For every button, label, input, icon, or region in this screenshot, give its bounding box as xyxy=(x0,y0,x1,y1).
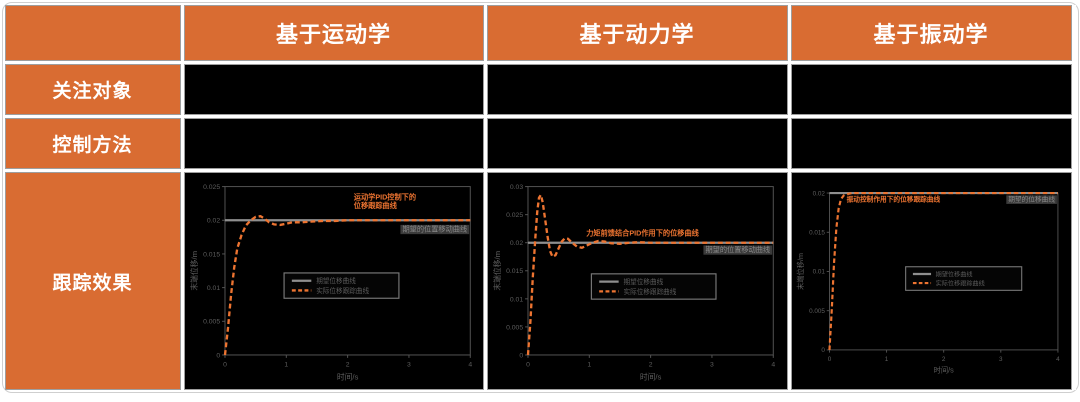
svg-text:3: 3 xyxy=(710,362,714,369)
svg-text:3: 3 xyxy=(999,356,1003,363)
tracking-chart-dynamics: 0 1 2 3 4 0 0.005 0.01 0.015 0.02 0.025 0.03 时间/s 末端位… xyxy=(492,184,776,381)
row-label-control-method: 控制方法 xyxy=(4,118,181,169)
svg-text:0: 0 xyxy=(821,347,825,354)
cell-method-dynamics xyxy=(486,118,788,169)
cell-focus-kinematics xyxy=(183,64,484,115)
svg-text:2: 2 xyxy=(345,362,349,369)
cell-tracking-vibration: 0 1 2 3 4 0 0.005 0.01 0.015 0.02 时间/s 末端位移/m 期望位移曲线… xyxy=(790,172,1072,390)
svg-text:0: 0 xyxy=(216,352,220,359)
svg-text:时间/s: 时间/s xyxy=(934,366,955,375)
svg-text:0.02: 0.02 xyxy=(206,218,219,225)
svg-text:2: 2 xyxy=(942,356,946,363)
svg-text:力矩前馈结合PID作用下的位移曲线: 力矩前馈结合PID作用下的位移曲线 xyxy=(586,228,699,237)
svg-text:0.01: 0.01 xyxy=(206,285,219,292)
cell-method-kinematics xyxy=(183,118,484,169)
svg-text:末端位移/m: 末端位移/m xyxy=(492,251,502,291)
cell-focus-vibration xyxy=(790,64,1072,115)
cell-focus-dynamics xyxy=(486,64,788,115)
svg-text:4: 4 xyxy=(771,362,775,369)
svg-text:期望位移曲线: 期望位移曲线 xyxy=(936,270,973,278)
tracking-chart-kinematics: 0 1 2 3 4 0 0.005 0.01 0.015 0.02 0.025 时间/s 末端位移/m 期… xyxy=(188,184,472,381)
svg-text:0.005: 0.005 xyxy=(203,319,220,326)
svg-text:0.005: 0.005 xyxy=(809,308,825,315)
header-kinematics: 基于运动学 xyxy=(183,5,484,61)
header-corner-cell xyxy=(4,5,181,61)
svg-text:3: 3 xyxy=(407,362,411,369)
svg-text:4: 4 xyxy=(468,362,472,369)
svg-text:0.01: 0.01 xyxy=(510,296,523,303)
svg-text:期望的位置移动曲线: 期望的位置移动曲线 xyxy=(705,245,770,254)
cell-tracking-dynamics: 0 1 2 3 4 0 0.005 0.01 0.015 0.02 0.025 0.03 时间/s 末端位… xyxy=(486,172,788,390)
svg-text:0: 0 xyxy=(526,362,530,369)
svg-text:0: 0 xyxy=(828,356,832,363)
svg-text:实际位移跟踪曲线: 实际位移跟踪曲线 xyxy=(936,279,985,287)
svg-text:0.005: 0.005 xyxy=(506,324,523,331)
svg-text:期望的位移曲线: 期望的位移曲线 xyxy=(1008,195,1055,204)
row-label-tracking-effect: 跟踪效果 xyxy=(4,172,181,390)
svg-text:运动学PID控制下的: 运动学PID控制下的 xyxy=(353,192,415,201)
svg-text:期望的位置移动曲线: 期望的位置移动曲线 xyxy=(402,225,467,234)
svg-text:期望位移曲线: 期望位移曲线 xyxy=(316,276,356,285)
row-label-focus-object: 关注对象 xyxy=(4,64,181,115)
svg-text:1: 1 xyxy=(885,356,889,363)
svg-text:振动控制作用下的位移跟踪曲线: 振动控制作用下的位移跟踪曲线 xyxy=(847,195,941,204)
svg-text:0.025: 0.025 xyxy=(506,212,523,219)
cell-tracking-kinematics: 0 1 2 3 4 0 0.005 0.01 0.015 0.02 0.025 时间/s 末端位移/m 期… xyxy=(183,172,484,390)
svg-text:4: 4 xyxy=(1056,356,1060,363)
svg-text:1: 1 xyxy=(284,362,288,369)
svg-text:0: 0 xyxy=(223,362,227,369)
svg-text:1: 1 xyxy=(587,362,591,369)
svg-text:0: 0 xyxy=(519,352,523,359)
svg-text:位移跟踪曲线: 位移跟踪曲线 xyxy=(353,201,397,210)
svg-text:0.02: 0.02 xyxy=(510,240,523,247)
svg-text:末端位移/m: 末端位移/m xyxy=(188,251,198,291)
svg-text:实际位移跟踪曲线: 实际位移跟踪曲线 xyxy=(316,286,369,295)
tracking-chart-vibration: 0 1 2 3 4 0 0.005 0.01 0.015 0.02 时间/s 末端位移/m 期望位移曲线… xyxy=(796,190,1060,375)
svg-text:0.025: 0.025 xyxy=(203,184,220,191)
svg-text:0.01: 0.01 xyxy=(813,269,826,276)
svg-text:0.03: 0.03 xyxy=(510,184,523,191)
svg-text:时间/s: 时间/s xyxy=(640,371,662,381)
svg-text:0.015: 0.015 xyxy=(809,230,825,237)
svg-text:实际位移跟踪曲线: 实际位移跟踪曲线 xyxy=(624,287,677,296)
svg-text:0.015: 0.015 xyxy=(203,251,220,258)
header-dynamics: 基于动力学 xyxy=(486,5,788,61)
svg-text:0.015: 0.015 xyxy=(506,268,523,275)
header-vibration: 基于振动学 xyxy=(790,5,1072,61)
svg-text:时间/s: 时间/s xyxy=(336,371,358,381)
svg-text:2: 2 xyxy=(649,362,653,369)
cell-method-vibration xyxy=(790,118,1072,169)
svg-text:末端位移/m: 末端位移/m xyxy=(796,253,805,290)
svg-text:0.02: 0.02 xyxy=(813,190,826,197)
svg-text:期望位移曲线: 期望位移曲线 xyxy=(624,277,664,286)
